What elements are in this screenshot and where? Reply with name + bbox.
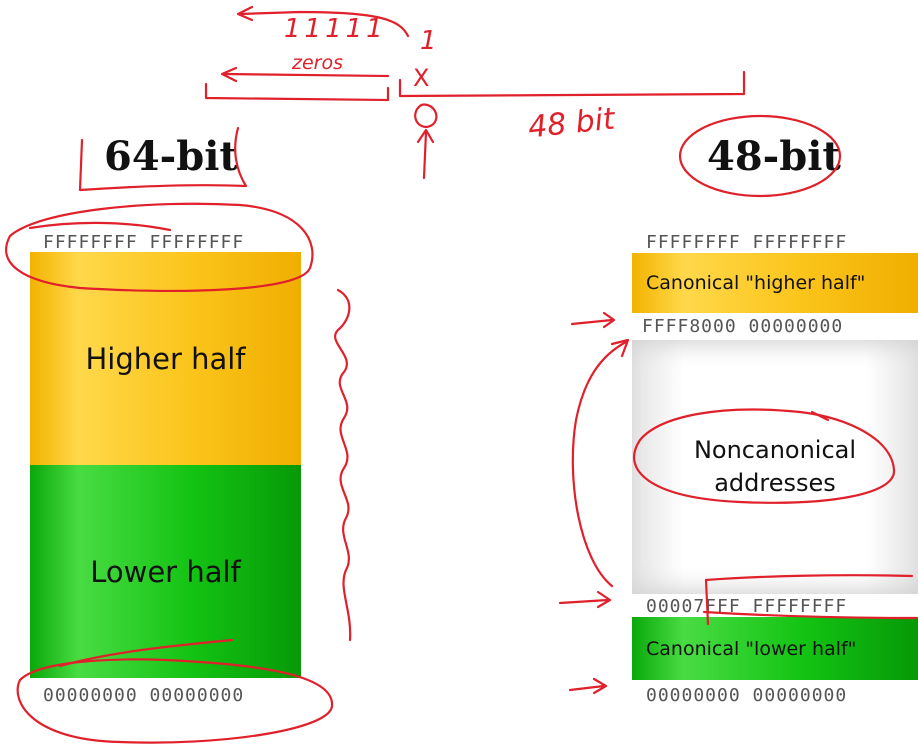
right-top-address: FFFFFFFF FFFFFFFF [646, 232, 848, 253]
lower-end-top-line [704, 574, 914, 582]
arrow-higher-start [570, 318, 614, 326]
annotation-ones: 11111 [284, 14, 387, 44]
annotation-zeros: zeros [292, 52, 343, 74]
title-64-bit: 64-bit [104, 133, 238, 180]
higher-half-start-address: FFFF8000 00000000 [642, 316, 844, 337]
arrow-bottom [568, 684, 606, 692]
48-bit-bracket [398, 70, 746, 98]
ellipse-left-top-address [5, 202, 314, 292]
up-arrow-head [416, 128, 435, 144]
arrow-ones-stroke [238, 10, 410, 38]
lower-half-end-address: 00007FFF FFFFFFFF [646, 596, 848, 617]
circle-zero [414, 103, 438, 129]
arrow-zeros-head [220, 66, 238, 83]
noncanonical-label-line2: addresses [714, 469, 836, 497]
arrow-ones-head [236, 5, 254, 22]
arrow-lower-end-head [596, 590, 612, 609]
arrow-bottom-head [592, 677, 608, 695]
lower-end-left-tick [704, 578, 710, 626]
title-48-bit: 48-bit [707, 133, 841, 180]
arrow-higher-start-head [602, 311, 616, 329]
underline-left-top [28, 221, 172, 232]
ellipse-noncanonical [633, 408, 896, 504]
arrow-zeros-stroke [222, 72, 390, 78]
lower-half-block: Lower half [30, 465, 301, 678]
zeros-bracket [204, 82, 390, 102]
curved-link-arrow [571, 340, 628, 588]
ellipse-left-bottom-address [16, 658, 334, 744]
right-bottom-address: 00000000 00000000 [646, 685, 848, 706]
annotation-one: 1 [420, 26, 437, 56]
lower-half-label: Lower half [90, 554, 241, 589]
canonical-lower-half-block: Canonical "lower half" [632, 617, 918, 680]
higher-half-label: Higher half [85, 341, 246, 376]
ellipse-noncanonical-tick [810, 410, 830, 422]
canonical-lower-half-label: Canonical "lower half" [646, 637, 857, 660]
curved-link-arrow-head [610, 338, 630, 358]
box-64-bit [78, 126, 248, 192]
annotation-x-mark: X [413, 64, 430, 92]
noncanonical-region: Noncanonical addresses [632, 340, 918, 594]
left-top-address: FFFFFFFF FFFFFFFF [43, 232, 245, 253]
left-bottom-address: 00000000 00000000 [43, 685, 245, 706]
canonical-higher-half-label: Canonical "higher half" [646, 272, 866, 294]
lower-end-bottom-line [702, 610, 918, 620]
up-arrow-stroke [422, 130, 428, 180]
wavy-line [334, 288, 352, 642]
ellipse-48-bit [678, 114, 842, 198]
arrow-lower-end [558, 598, 610, 605]
underline-left-bottom [58, 638, 234, 668]
noncanonical-label-line1: Noncanonical [693, 436, 857, 464]
canonical-higher-half-block: Canonical "higher half" [632, 253, 918, 313]
